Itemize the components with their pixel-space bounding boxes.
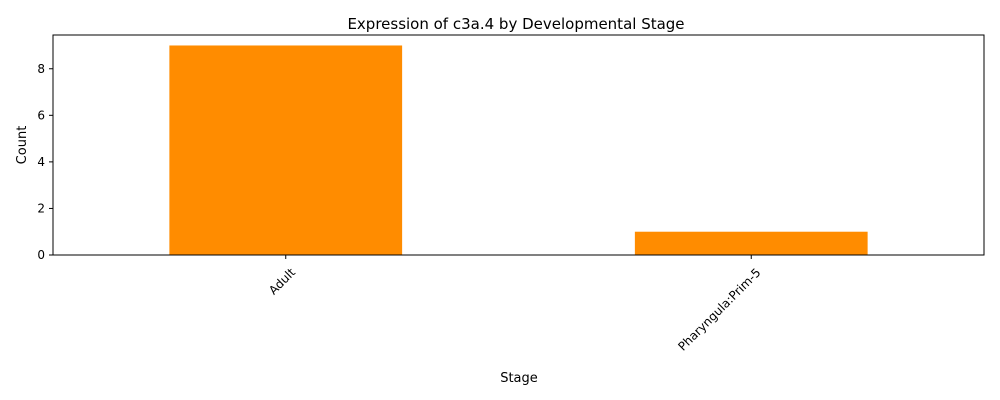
- y-tick-label-3: 6: [37, 108, 45, 122]
- x-axis-label: Stage: [500, 371, 538, 386]
- bar-0: [169, 45, 403, 255]
- x-tick-label-1: Pharyngula:Prim-5: [675, 265, 763, 353]
- y-axis-label: Count: [15, 126, 30, 165]
- y-tick-label-2: 4: [37, 155, 45, 169]
- plot-frame: [52, 34, 985, 256]
- y-tick-label-0: 0: [37, 248, 45, 262]
- y-tick-label-1: 2: [37, 201, 45, 215]
- x-axis: Adult Pharyngula:Prim-5: [266, 255, 764, 354]
- bars-group: [169, 45, 868, 255]
- bar-1: [634, 231, 868, 255]
- x-tick-label-0: Adult: [266, 265, 298, 297]
- y-tick-label-4: 8: [37, 62, 45, 76]
- y-axis: 0 2 4 6 8: [37, 62, 53, 262]
- chart-title: Expression of c3a.4 by Developmental Sta…: [347, 15, 684, 33]
